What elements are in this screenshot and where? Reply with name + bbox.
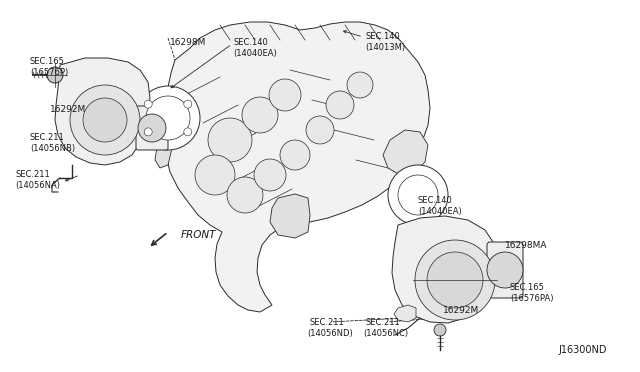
Text: 16298MA: 16298MA xyxy=(505,241,547,250)
Text: FRONT: FRONT xyxy=(181,230,216,240)
Polygon shape xyxy=(392,216,498,323)
Text: J16300ND: J16300ND xyxy=(558,345,607,355)
Text: SEC.140: SEC.140 xyxy=(233,38,268,47)
Circle shape xyxy=(195,155,235,195)
Text: (14040EA): (14040EA) xyxy=(233,49,276,58)
Circle shape xyxy=(208,118,252,162)
Text: SEC.211: SEC.211 xyxy=(15,170,50,179)
Circle shape xyxy=(83,98,127,142)
Circle shape xyxy=(144,128,152,136)
Circle shape xyxy=(434,324,446,336)
Text: (14013M): (14013M) xyxy=(365,43,405,52)
Text: SEC.211: SEC.211 xyxy=(30,133,65,142)
Text: (14040EA): (14040EA) xyxy=(418,207,461,216)
FancyBboxPatch shape xyxy=(136,106,168,150)
Circle shape xyxy=(144,100,152,108)
Circle shape xyxy=(306,116,334,144)
Circle shape xyxy=(184,128,192,136)
Circle shape xyxy=(227,177,263,213)
Text: 16292M: 16292M xyxy=(443,306,479,315)
Text: SEC.165: SEC.165 xyxy=(510,283,545,292)
FancyBboxPatch shape xyxy=(487,242,523,298)
Text: SEC.165: SEC.165 xyxy=(30,57,65,66)
Text: 16298M: 16298M xyxy=(170,38,206,47)
Circle shape xyxy=(254,159,286,191)
Text: (14056NC): (14056NC) xyxy=(363,329,408,338)
Polygon shape xyxy=(383,130,428,175)
Text: SEC.140: SEC.140 xyxy=(418,196,452,205)
Circle shape xyxy=(242,97,278,133)
Circle shape xyxy=(427,252,483,308)
Text: SEC.140: SEC.140 xyxy=(365,32,400,41)
Circle shape xyxy=(326,91,354,119)
Circle shape xyxy=(47,67,63,83)
Circle shape xyxy=(388,165,448,225)
Text: SEC.211: SEC.211 xyxy=(366,318,401,327)
Polygon shape xyxy=(270,194,310,238)
Text: (14056ND): (14056ND) xyxy=(307,329,353,338)
Text: SEC.211: SEC.211 xyxy=(310,318,345,327)
Text: 16292M: 16292M xyxy=(50,105,86,114)
Circle shape xyxy=(269,79,301,111)
Polygon shape xyxy=(394,305,416,322)
Circle shape xyxy=(398,175,438,215)
Text: (14056NB): (14056NB) xyxy=(30,144,75,153)
Polygon shape xyxy=(163,22,430,312)
Circle shape xyxy=(415,240,495,320)
Polygon shape xyxy=(55,58,150,165)
Polygon shape xyxy=(155,88,180,168)
Circle shape xyxy=(136,86,200,150)
Circle shape xyxy=(280,140,310,170)
Circle shape xyxy=(347,72,373,98)
Text: (16576PA): (16576PA) xyxy=(510,294,554,303)
Circle shape xyxy=(146,96,190,140)
Text: (16576P): (16576P) xyxy=(30,68,68,77)
Circle shape xyxy=(70,85,140,155)
Circle shape xyxy=(138,114,166,142)
Circle shape xyxy=(184,100,192,108)
Circle shape xyxy=(487,252,523,288)
Text: (14056NA): (14056NA) xyxy=(15,181,60,190)
